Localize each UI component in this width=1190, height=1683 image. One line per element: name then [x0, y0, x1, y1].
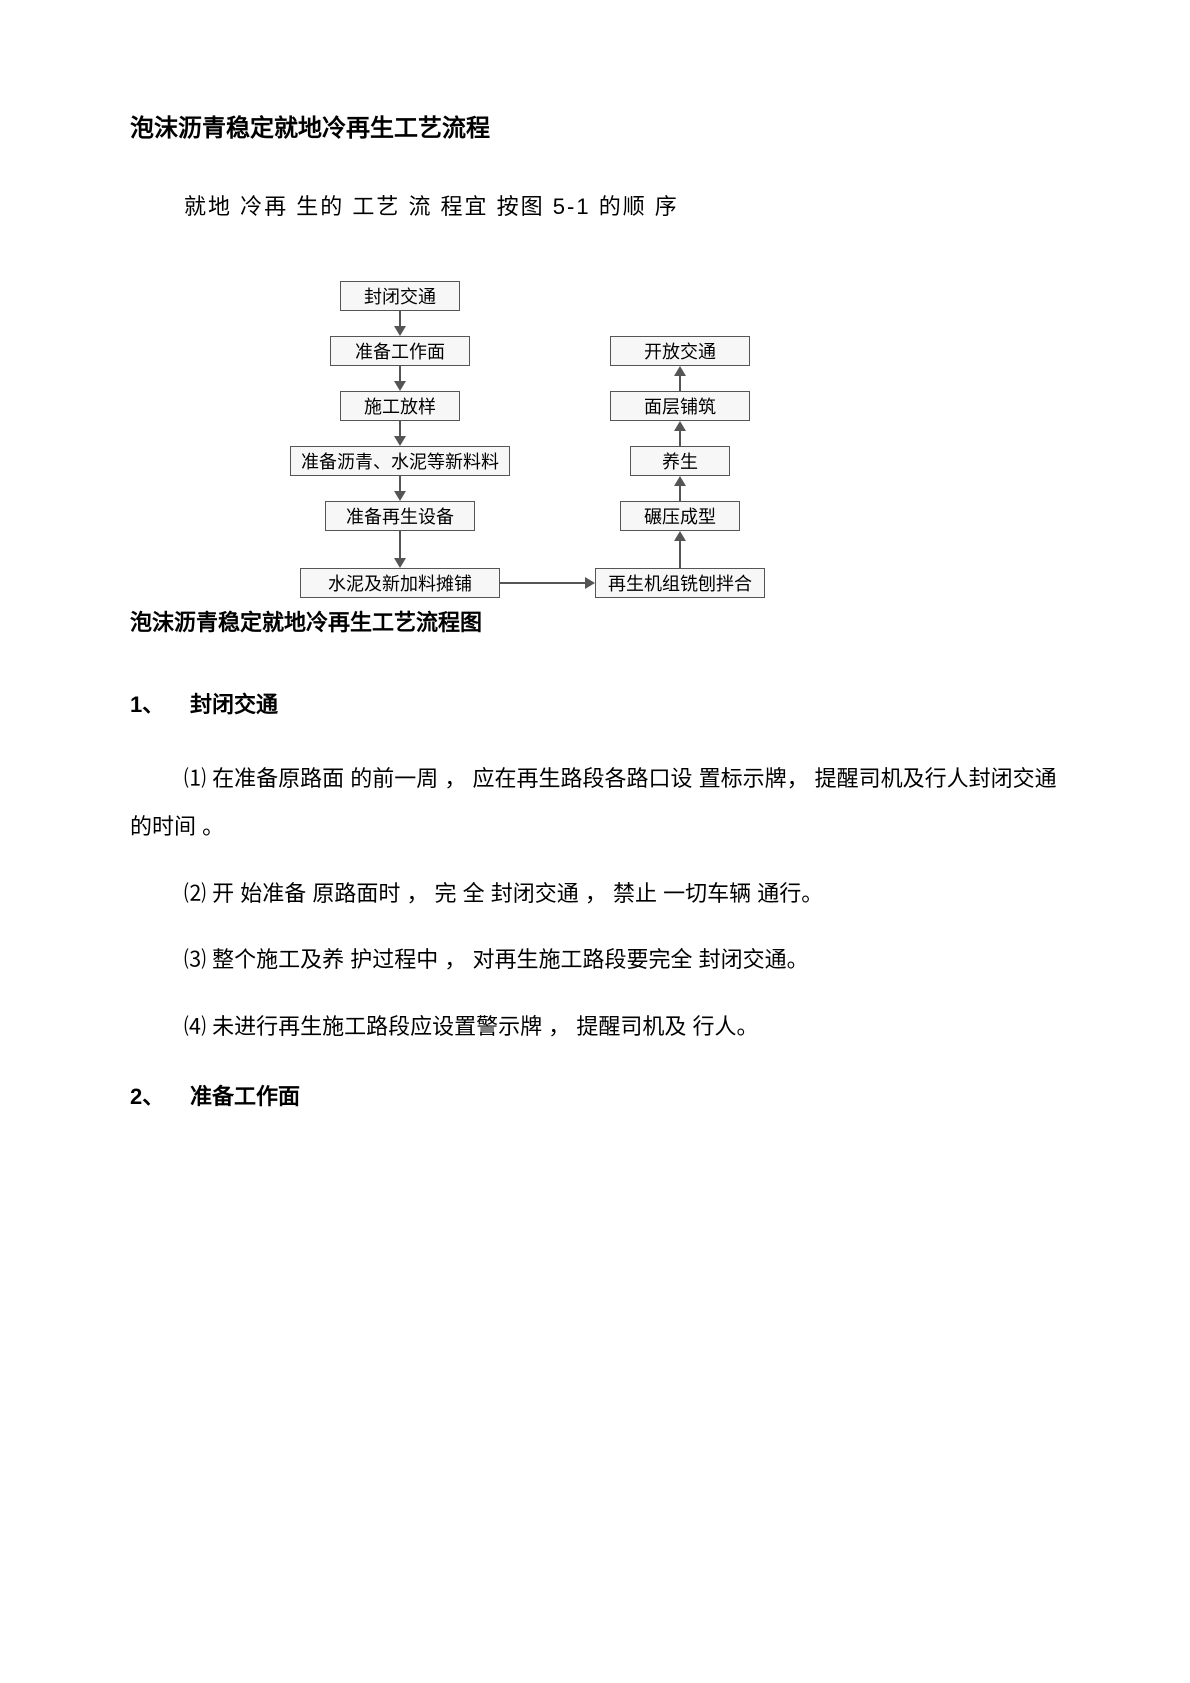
node-left-5: 水泥及新加料摊铺 [300, 568, 500, 598]
arrow [679, 376, 681, 391]
node-left-2: 施工放样 [340, 391, 460, 421]
section-2-title: 准备工作面 [190, 1084, 300, 1109]
section-1-item-1: ⑴ 在准备原路面 的前一周 ， 应在再生路段各路口设 置标示牌， 提醒司机及行人… [130, 755, 1060, 852]
section-1-item-3: ⑶ 整个施工及养 护过程中 ， 对再生施工路段要完全 封闭交通。 [184, 936, 1060, 984]
section-1-item-2: ⑵ 开 始准备 原路面时 ， 完 全 封闭交通 ， 禁止 一切车辆 通行。 [184, 870, 1060, 918]
arrow-head [394, 381, 406, 391]
node-left-0: 封闭交通 [340, 281, 460, 311]
arrow-head [674, 531, 686, 541]
arrow [679, 541, 681, 568]
section-1-title: 封闭交通 [190, 692, 278, 717]
intro-text: 就地 冷再 生的 工艺 流 程宜 按图 5-1 的顺 序 [184, 189, 1060, 221]
node-left-4: 准备再生设备 [325, 501, 475, 531]
arrow-head [394, 558, 406, 568]
section-2-num: 2、 [130, 1079, 190, 1111]
node-left-1: 准备工作面 [330, 336, 470, 366]
arrow-head [394, 436, 406, 446]
arrow [679, 431, 681, 446]
arrow [500, 582, 585, 584]
arrow [399, 421, 401, 436]
arrow [399, 476, 401, 491]
page-title: 泡沫沥青稳定就地冷再生工艺流程 [130, 108, 1060, 143]
node-right-0: 开放交通 [610, 336, 750, 366]
arrow-head [394, 491, 406, 501]
arrow [679, 486, 681, 501]
section-2-head: 2、准备工作面 [130, 1079, 1060, 1111]
node-right-4: 再生机组铣刨拌合 [595, 568, 765, 598]
arrow [399, 366, 401, 381]
node-right-2: 养生 [630, 446, 730, 476]
arrow-head [674, 421, 686, 431]
arrow-head [674, 366, 686, 376]
arrow-head [585, 577, 595, 589]
node-right-1: 面层铺筑 [610, 391, 750, 421]
flowchart-caption: 泡沫沥青稳定就地冷再生工艺流程图 [130, 605, 1060, 637]
section-1-head: 1、封闭交通 [130, 687, 1060, 719]
arrow-head [674, 476, 686, 486]
arrow-head [394, 326, 406, 336]
section-1-num: 1、 [130, 687, 190, 719]
node-right-3: 碾压成型 [620, 501, 740, 531]
arrow [399, 311, 401, 326]
node-left-3: 准备沥青、水泥等新料料 [290, 446, 510, 476]
section-1-item-4: ⑷ 未进行再生施工路段应设置警示牌 ， 提醒司机及 行人。 [184, 1003, 1060, 1051]
arrow [399, 531, 401, 558]
flowchart: 封闭交通 准备工作面 施工放样 准备沥青、水泥等新料料 准备再生设备 水泥及新加… [240, 281, 860, 601]
